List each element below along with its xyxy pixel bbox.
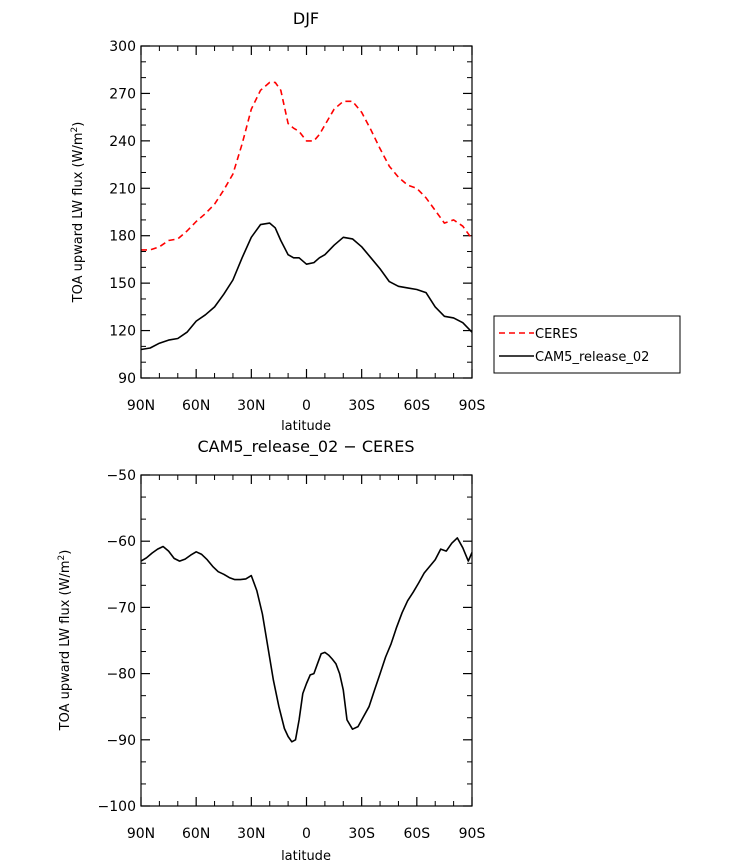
series-lines bbox=[140, 81, 473, 351]
x-tick-label: 60S bbox=[403, 398, 430, 414]
series-line-cam5-release-02 bbox=[140, 222, 473, 351]
y-tick-labels: −100 −90 −80 −70 −60 −50 bbox=[98, 468, 136, 815]
y-tick-label: 300 bbox=[109, 39, 136, 55]
x-tick-label: 60N bbox=[182, 826, 210, 842]
x-tick-label: 90S bbox=[459, 826, 486, 842]
y-axis-label-text: TOA upward LW flux (W/m bbox=[58, 560, 73, 731]
plot-frame bbox=[140, 45, 473, 379]
plot-frame bbox=[140, 474, 473, 807]
x-tick-label: 30N bbox=[237, 398, 265, 414]
legend-box bbox=[493, 315, 681, 374]
series-lines bbox=[140, 537, 473, 743]
x-tick-label: 90N bbox=[127, 398, 155, 414]
y-axis-label-superscript: 2 bbox=[70, 127, 80, 133]
axis-ticks bbox=[140, 45, 473, 379]
series-line-cam5-release-02-ceres bbox=[140, 537, 473, 743]
x-tick-label: 0 bbox=[302, 826, 311, 842]
y-tick-label: −70 bbox=[106, 600, 136, 616]
legend: CERES CAM5_release_02 bbox=[493, 315, 681, 374]
y-tick-label: 120 bbox=[109, 324, 136, 340]
y-tick-label: 240 bbox=[109, 134, 136, 150]
chart-title: DJF bbox=[293, 9, 319, 28]
x-tick-label: 60S bbox=[403, 826, 430, 842]
legend-ceres-label: CERES bbox=[535, 327, 578, 342]
x-tick-label: 30N bbox=[237, 826, 265, 842]
y-axis-label: TOA upward LW flux (W/m2) bbox=[57, 550, 73, 732]
y-tick-label: 180 bbox=[109, 229, 136, 245]
x-axis-label: latitude bbox=[281, 849, 331, 864]
chart-title: CAM5_release_02 − CERES bbox=[197, 437, 414, 457]
djf-panel: DJF 90 120 150 180 210 240 270 300 90N 60N 30N 0 30… bbox=[70, 9, 681, 434]
x-tick-labels: 90N 60N 30N 0 30S 60S 90S bbox=[127, 398, 486, 414]
x-axis-label: latitude bbox=[281, 419, 331, 434]
y-axis-label: TOA upward LW flux (W/m2) bbox=[70, 122, 86, 304]
y-tick-label: −100 bbox=[98, 799, 136, 815]
x-tick-labels: 90N 60N 30N 0 30S 60S 90S bbox=[127, 826, 486, 842]
x-tick-label: 30S bbox=[348, 826, 375, 842]
axis-ticks bbox=[140, 474, 473, 807]
x-tick-label: 0 bbox=[302, 398, 311, 414]
y-tick-label: 150 bbox=[109, 276, 136, 292]
y-axis-label-close: ) bbox=[71, 122, 86, 127]
y-tick-label: −60 bbox=[106, 534, 136, 550]
legend-cam5-label: CAM5_release_02 bbox=[535, 350, 649, 365]
x-tick-label: 60N bbox=[182, 398, 210, 414]
y-tick-label: −80 bbox=[106, 667, 136, 683]
y-tick-label: 270 bbox=[109, 86, 136, 102]
y-tick-label: −50 bbox=[106, 468, 136, 484]
x-tick-label: 30S bbox=[348, 398, 375, 414]
difference-panel: CAM5_release_02 − CERES −100 −90 −80 −70 −60… bbox=[57, 437, 485, 864]
y-tick-label: 210 bbox=[109, 181, 136, 197]
series-line-ceres bbox=[141, 81, 473, 251]
x-tick-label: 90S bbox=[459, 398, 486, 414]
y-axis-label-close: ) bbox=[58, 550, 73, 555]
y-tick-labels: 90 120 150 180 210 240 270 300 bbox=[109, 39, 136, 387]
y-tick-label: −90 bbox=[106, 733, 136, 749]
x-tick-label: 90N bbox=[127, 826, 155, 842]
y-axis-label-text: TOA upward LW flux (W/m bbox=[71, 132, 86, 303]
y-axis-label-superscript: 2 bbox=[57, 555, 67, 561]
y-tick-label: 90 bbox=[118, 371, 136, 387]
